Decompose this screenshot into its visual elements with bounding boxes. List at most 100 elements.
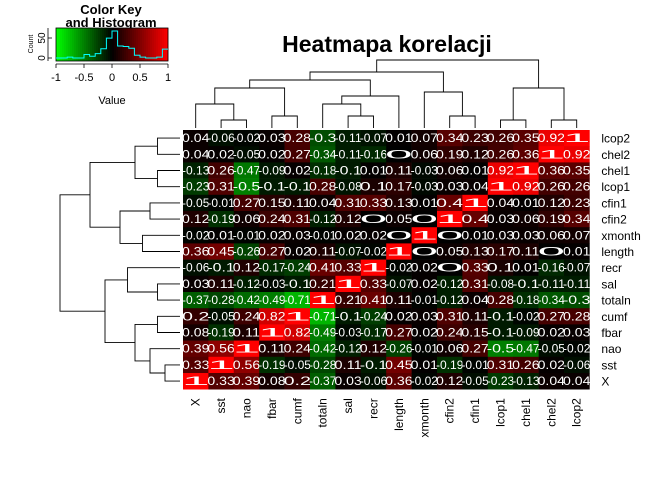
heatmap-cell-label: 0.08 bbox=[258, 374, 286, 388]
row-label: nao bbox=[601, 342, 621, 356]
heatmap-cell-label: -0.1 bbox=[207, 261, 235, 275]
heatmap-cell-label: 0.12 bbox=[436, 374, 464, 388]
color-key-swatch bbox=[74, 28, 77, 61]
heatmap-cell bbox=[284, 356, 311, 374]
heatmap-cell-label: -0.03 bbox=[334, 326, 362, 340]
heatmap-cell bbox=[411, 146, 438, 163]
heatmap-cell bbox=[411, 227, 438, 244]
heatmap-cell-label: 0.31 bbox=[207, 180, 235, 194]
heatmap-cell bbox=[335, 356, 362, 374]
heatmap-cell bbox=[284, 373, 311, 390]
heatmap-cell bbox=[437, 308, 463, 325]
heatmap-cell-label: 0 bbox=[385, 228, 414, 242]
heatmap-cell bbox=[259, 373, 285, 390]
heatmap-cell bbox=[386, 178, 412, 196]
heatmap-cell bbox=[183, 292, 209, 309]
heatmap-cell-label: 1 bbox=[233, 342, 262, 356]
heatmap-cell bbox=[233, 178, 260, 196]
color-key-swatch bbox=[140, 28, 143, 61]
heatmap-cell-label: 0.1 bbox=[487, 261, 515, 275]
heatmap-cell bbox=[335, 194, 362, 212]
heatmap-cell bbox=[208, 194, 235, 212]
heatmap-cell-label: -0.06 bbox=[563, 358, 591, 372]
heatmap-cell-label: -0.13 bbox=[512, 374, 540, 388]
heatmap-cell-label: -0.03 bbox=[411, 180, 439, 194]
row-label: cfin2 bbox=[601, 213, 627, 227]
heatmap-cell-label: 0.11 bbox=[334, 358, 362, 372]
heatmap-cell-label: 0.03 bbox=[487, 212, 515, 226]
color-key-swatch bbox=[144, 28, 147, 61]
heatmap-cell bbox=[284, 194, 311, 212]
heatmap-cell bbox=[564, 373, 590, 390]
heatmap-cell-label: 0.31 bbox=[487, 358, 515, 372]
heatmap-cell-label: 0.41 bbox=[309, 261, 337, 275]
heatmap-cell-label: 0.56 bbox=[233, 358, 261, 372]
heatmap-cell-label: -0.06 bbox=[360, 374, 388, 388]
color-key-swatch bbox=[98, 28, 101, 61]
heatmap-cell bbox=[538, 227, 565, 244]
color-key-ytick-50: 50 bbox=[37, 32, 48, 44]
heatmap-cell bbox=[259, 178, 285, 196]
heatmap-cell-label: -0.47 bbox=[233, 164, 261, 178]
heatmap-cell bbox=[183, 243, 209, 260]
column-label: X bbox=[189, 398, 203, 406]
color-key-swatch bbox=[86, 28, 89, 61]
heatmap-cell-label: 1 bbox=[512, 164, 541, 178]
heatmap-cell bbox=[208, 308, 235, 325]
heatmap-cell bbox=[233, 308, 260, 325]
color-key-tick-label: 0.5 bbox=[132, 72, 147, 84]
heatmap-cell-label: 0.03 bbox=[411, 309, 439, 323]
heatmap-cell bbox=[462, 373, 489, 390]
heatmap-cell bbox=[487, 275, 514, 293]
heatmap-cell-label: -0.08 bbox=[487, 277, 515, 291]
heatmap-cell bbox=[259, 259, 285, 277]
heatmap-cell bbox=[538, 162, 565, 179]
heatmap-cell-label: 0.31 bbox=[334, 196, 362, 210]
heatmap-cell-label: 0.07 bbox=[411, 131, 439, 145]
heatmap-cell bbox=[564, 356, 590, 374]
heatmap-cell-label: -0.11 bbox=[334, 131, 362, 145]
heatmap-cell bbox=[183, 373, 209, 390]
heatmap-cell bbox=[208, 211, 235, 228]
color-key-swatch bbox=[132, 28, 135, 61]
color-key-swatch bbox=[120, 28, 123, 61]
color-key-swatch bbox=[64, 28, 67, 61]
heatmap-cell-label: -0.19 bbox=[207, 326, 235, 340]
heatmap-cell-label: -0.42 bbox=[309, 342, 337, 356]
heatmap-cell-label: 0.02 bbox=[385, 309, 413, 323]
heatmap-cell-label: 0.27 bbox=[538, 309, 566, 323]
heatmap-cell bbox=[462, 227, 489, 244]
heatmap-cell bbox=[538, 373, 565, 390]
heatmap-cell-label: 1 bbox=[309, 293, 338, 307]
row-labels: lcop2 chel2 chel1 lcop1 cfin1 cfin2 xmonth leng… bbox=[601, 132, 640, 389]
heatmap-cell-label: 0.15 bbox=[461, 326, 489, 340]
color-key-swatch bbox=[60, 28, 63, 61]
heatmap-cell bbox=[487, 259, 514, 277]
heatmap-cell bbox=[437, 356, 463, 374]
heatmap-cell bbox=[284, 259, 311, 277]
heatmap-cell bbox=[259, 340, 285, 358]
heatmap-cell bbox=[513, 356, 539, 374]
heatmap-cell-label: 0 bbox=[411, 212, 440, 226]
heatmap-cell-label: -0.07 bbox=[385, 277, 413, 291]
heatmap-cell-label: 0.35 bbox=[563, 164, 591, 178]
heatmap-cell-label: 0.24 bbox=[233, 309, 261, 323]
color-key-swatch bbox=[162, 28, 165, 61]
heatmap-cell bbox=[411, 373, 438, 390]
heatmap-cell bbox=[538, 211, 565, 228]
heatmap-cell-label: 0.41 bbox=[360, 293, 388, 307]
heatmap-cell bbox=[259, 275, 285, 293]
column-label: lcop2 bbox=[570, 398, 584, 427]
color-key-swatch bbox=[130, 28, 133, 61]
heatmap-cell-label: -0.02 bbox=[233, 131, 261, 145]
heatmap-cell-label: 0 bbox=[538, 245, 567, 259]
heatmap-cell-label: 1 bbox=[284, 309, 313, 323]
heatmap-cell bbox=[310, 340, 336, 358]
heatmap-cell bbox=[386, 324, 412, 341]
heatmap-cell-label: -0.1 bbox=[334, 309, 362, 323]
heatmap-cell bbox=[335, 324, 362, 341]
heatmap-cell-label: 0.01 bbox=[207, 228, 235, 242]
heatmap-cell bbox=[335, 373, 362, 390]
heatmap-cell-label: 0.27 bbox=[461, 342, 489, 356]
heatmap-cell bbox=[386, 243, 412, 260]
